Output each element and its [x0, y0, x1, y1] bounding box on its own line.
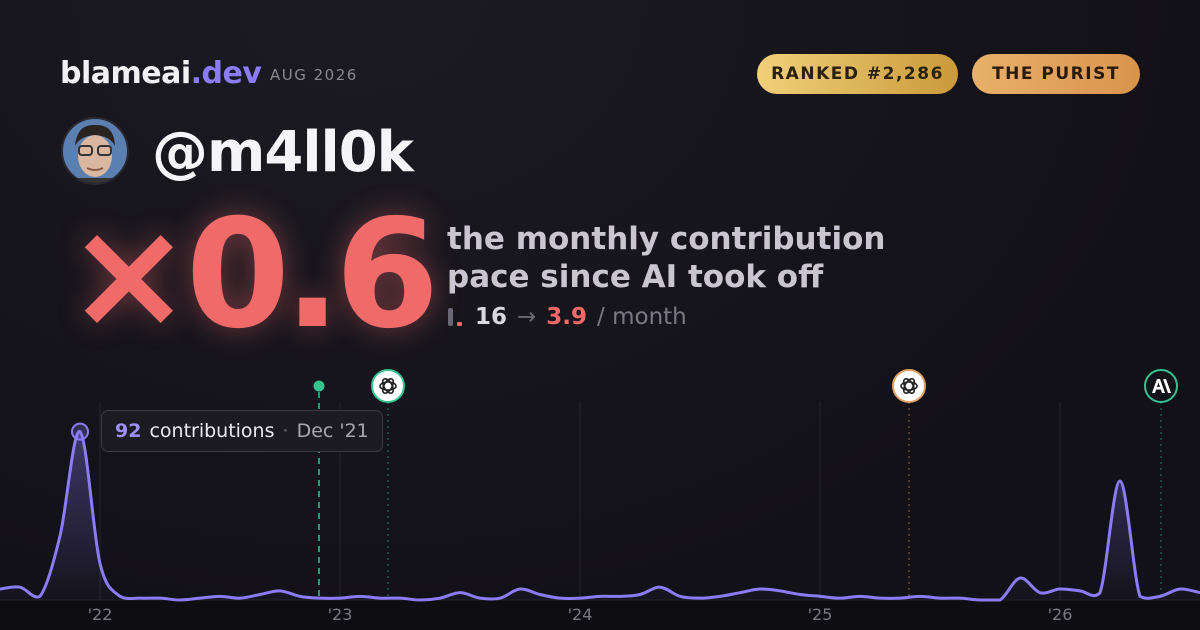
- pace-arrow: →: [517, 304, 537, 330]
- x-tick-label: '24: [568, 605, 593, 624]
- x-tick-label: '25: [808, 605, 833, 624]
- tooltip: 92 contributions · Dec '21: [101, 410, 383, 452]
- pace-icon: [448, 308, 462, 326]
- tooltip-unit: contributions: [149, 420, 275, 442]
- persona-badge: THE PURIST: [972, 54, 1140, 94]
- brand-tld: .dev: [190, 56, 262, 91]
- openai-icon: [371, 369, 405, 403]
- brand-name: blameai: [60, 56, 191, 91]
- event-dot: [313, 380, 325, 392]
- area: [0, 431, 1200, 600]
- multiplier: ×0.6: [66, 188, 439, 362]
- axis-band: [0, 600, 1200, 630]
- rank-badge: RANKED #2,286: [757, 54, 958, 94]
- username: @m4ll0k: [152, 120, 414, 185]
- avatar: [61, 117, 129, 185]
- description: the monthly contribution pace since AI t…: [447, 220, 885, 296]
- pace: 16 → 3.9 / month: [447, 304, 687, 330]
- pace-unit: / month: [597, 304, 687, 330]
- peak-marker: [71, 422, 89, 441]
- anthropic-icon: [1144, 369, 1178, 403]
- x-tick-label: '26: [1048, 605, 1073, 624]
- openai-icon: [892, 369, 926, 403]
- tooltip-value: 92: [115, 420, 142, 442]
- description-line: pace since AI took off: [447, 259, 824, 295]
- pace-after: 3.9: [546, 304, 588, 330]
- x-tick-label: '22: [88, 605, 113, 624]
- description-line: the monthly contribution: [447, 221, 886, 257]
- x-tick-label: '23: [328, 605, 353, 624]
- brand: blameai.dev: [60, 56, 262, 91]
- tooltip-separator: ·: [282, 420, 289, 442]
- pace-before: 16: [475, 304, 508, 330]
- line: [0, 430, 1200, 602]
- tooltip-date: Dec '21: [296, 420, 369, 442]
- period: AUG 2026: [270, 66, 358, 84]
